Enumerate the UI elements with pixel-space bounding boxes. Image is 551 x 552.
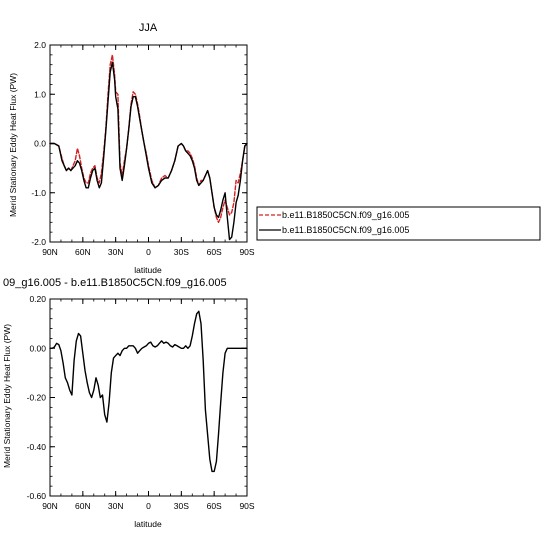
- y-tick-label: -0.20: [27, 393, 47, 403]
- top-panel-y-axis-label: Merid Stationary Eddy Heat Flux (PW): [8, 73, 18, 217]
- series-line-1: [49, 54, 248, 223]
- bottom-panel-frame: [49, 298, 248, 497]
- x-tick-label: 30N: [108, 247, 124, 257]
- x-tick-label: 60S: [207, 501, 222, 511]
- x-tick-label: 30S: [174, 501, 189, 511]
- x-tick-label: 90S: [239, 247, 254, 257]
- y-tick-label: -0.60: [27, 491, 47, 501]
- y-tick-label: -1.0: [31, 188, 46, 198]
- x-tick-label: 90S: [239, 501, 254, 511]
- y-tick-label: 0.0: [34, 139, 46, 149]
- x-tick-label: 60N: [75, 501, 91, 511]
- x-tick-label: 30N: [108, 501, 124, 511]
- x-tick-label: 0: [146, 501, 151, 511]
- top-panel-frame: [49, 44, 248, 243]
- legend-entry-2: b.e11.B1850C5CN.f09_g16.005: [282, 225, 409, 235]
- x-tick-label: 90N: [42, 247, 58, 257]
- y-tick-label: -2.0: [31, 237, 46, 247]
- x-tick-label: 90N: [42, 501, 58, 511]
- y-tick-label: 2.0: [34, 40, 46, 50]
- y-tick-label: 1.0: [34, 89, 46, 99]
- x-tick-label: 30S: [174, 247, 189, 257]
- top-panel-x-axis-label: latitude: [134, 265, 162, 275]
- y-tick-label: 0.00: [29, 343, 46, 353]
- series-line-2: [49, 61, 248, 241]
- x-tick-label: 0: [146, 247, 151, 257]
- bottom-panel-series: [49, 310, 248, 473]
- y-tick-label: 0.20: [29, 294, 46, 304]
- top-panel-ticks: 90N 60N 30N 0 30S 60S 90S 2.0 1.0 0.0 -1.0 -2.0: [31, 40, 255, 257]
- top-panel-title: JJA: [139, 22, 158, 34]
- top-panel: JJA Merid Stationary Eddy Heat Flux (PW)…: [8, 22, 255, 275]
- top-panel-series: [49, 54, 248, 241]
- legend-box: [256, 206, 541, 241]
- bottom-panel-x-axis-label: latitude: [134, 519, 162, 529]
- bottom-panel-y-axis-label: Merid Stationary Eddy Heat Flux (PW): [2, 324, 12, 468]
- legend-entry-1: b.e11.B1850C5CN.f09_g16.005: [282, 210, 409, 220]
- bottom-panel-title: 09_g16.005 - b.e11.B1850C5CN.f09_g16.005: [3, 277, 227, 289]
- bottom-panel: 09_g16.005 - b.e11.B1850C5CN.f09_g16.005…: [2, 277, 255, 529]
- x-tick-label: 60N: [75, 247, 91, 257]
- series-line-1: [49, 310, 248, 473]
- y-tick-label: -0.40: [27, 442, 47, 452]
- legend: b.e11.B1850C5CN.f09_g16.005 b.e11.B1850C…: [256, 206, 541, 241]
- x-tick-label: 60S: [207, 247, 222, 257]
